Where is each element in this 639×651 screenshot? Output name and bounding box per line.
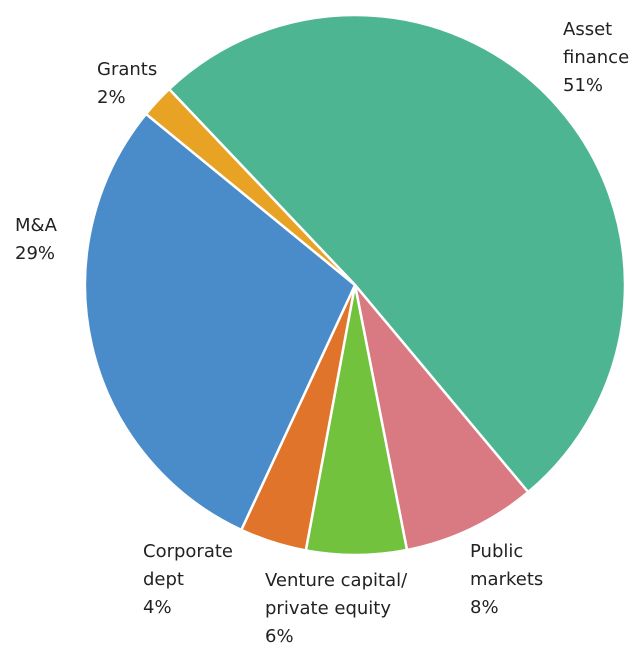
page: Asset finance51% Public markets8% Ventur…: [0, 0, 639, 645]
value-label: 29%: [15, 240, 85, 268]
value-label: 8%: [470, 594, 550, 622]
category-label: M&A: [15, 212, 85, 240]
category-label: Venture capital/ private equity: [265, 567, 440, 623]
value-label: 2%: [97, 84, 177, 112]
category-label: Corporate dept: [143, 538, 253, 594]
category-label: Public markets: [470, 538, 550, 594]
category-label: Grants: [97, 56, 177, 84]
value-label: 6%: [265, 623, 440, 651]
value-label: 4%: [143, 594, 253, 622]
value-label: 51%: [563, 72, 637, 100]
category-label: Asset finance: [563, 16, 637, 72]
